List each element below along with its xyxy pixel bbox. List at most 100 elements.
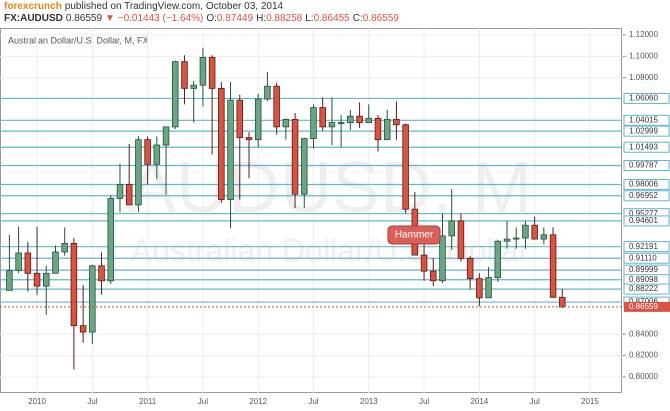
chart: AUDUSD, M Australian Dollar/U.S. Dollar … <box>0 28 670 406</box>
candle-body <box>208 56 216 89</box>
published: published on TradingView.com, October 03… <box>64 1 284 12</box>
candle-body <box>190 84 197 89</box>
change: ▼ −0.01443 (−1.64%) <box>105 13 204 24</box>
high: 0.88258 <box>266 13 303 24</box>
level-label: 0.96952 <box>629 191 658 200</box>
x-tick-label: Jul <box>530 397 540 406</box>
level-label: 0.87006 <box>629 297 658 306</box>
candle-body <box>24 252 32 274</box>
level-label: 0.98006 <box>629 180 658 189</box>
candle-body <box>89 265 96 333</box>
quote-row: FX:AUDUSD 0.86559 ▼ −0.01443 (−1.64%) O:0.8… <box>4 13 402 24</box>
level-label-box <box>623 283 670 295</box>
candle-body <box>549 234 557 298</box>
candle-body <box>282 118 290 128</box>
level-label: 1.02999 <box>629 126 658 135</box>
level-label-box <box>623 159 670 171</box>
candle-body <box>494 240 502 278</box>
candle-body <box>273 85 280 128</box>
candle-body <box>448 220 455 237</box>
x-tick-label: Jul <box>198 397 208 406</box>
candle-body <box>6 270 13 291</box>
candle-body <box>365 117 373 123</box>
candle-body <box>98 265 105 282</box>
candle-body <box>559 296 566 308</box>
candle-body <box>319 107 326 128</box>
level-label-box <box>623 141 670 153</box>
candle-body <box>356 115 363 123</box>
candle-body <box>457 220 465 259</box>
candle-body <box>236 99 244 138</box>
candle-body <box>439 235 446 282</box>
candle-body <box>42 272 50 287</box>
candle-body <box>328 122 336 128</box>
open: 0.87449 <box>216 13 254 24</box>
candle-body <box>70 242 78 327</box>
candle-body <box>301 138 308 195</box>
candle-body <box>476 278 483 299</box>
candle-body <box>512 237 520 240</box>
candle-body <box>116 184 124 199</box>
level-label-box <box>623 92 670 104</box>
candle-body <box>485 277 492 299</box>
y-tick-label: 0.82000 <box>629 351 658 360</box>
candle-body <box>337 122 345 124</box>
candle-body <box>383 118 391 141</box>
candle-body <box>264 85 271 100</box>
candle-body <box>153 144 161 165</box>
level-label: 1.04015 <box>629 115 658 124</box>
low: 0.86455 <box>313 13 350 24</box>
level-label-box <box>623 241 670 253</box>
level-label: 0.92191 <box>629 242 658 251</box>
level-label: 0.94601 <box>629 216 658 225</box>
x-tick-label: Jul <box>308 397 318 406</box>
watermark: AUDUSD, M <box>128 148 532 228</box>
candle-body <box>107 198 115 282</box>
x-tick-label: Jul <box>87 397 97 406</box>
candle-body <box>181 61 188 89</box>
level-label-box <box>623 252 670 264</box>
candle-body <box>420 254 428 272</box>
candle-body <box>531 224 538 240</box>
y-tick-label: 0.84000 <box>629 329 658 338</box>
candle-body <box>393 118 400 126</box>
x-tick-label: 2011 <box>139 397 157 406</box>
candle-body <box>199 56 207 86</box>
candle-body <box>61 242 68 253</box>
candle-body <box>125 184 133 206</box>
candle-body <box>162 126 170 146</box>
level-label-box <box>623 114 670 126</box>
x-tick-label: 2010 <box>28 397 46 406</box>
level-label: 1.06060 <box>629 94 658 103</box>
candle-body <box>310 107 317 140</box>
level-label: 1.01493 <box>629 142 658 151</box>
candle-body <box>503 238 511 242</box>
level-label: 0.88222 <box>629 284 658 293</box>
candle-body <box>254 98 262 141</box>
candle-body <box>218 87 225 200</box>
level-label-box <box>623 215 670 227</box>
candle-body <box>52 251 59 274</box>
l-label: L: <box>305 13 314 24</box>
candle-body <box>15 252 22 272</box>
candle-body <box>430 270 437 282</box>
level-label-box <box>623 190 670 202</box>
plot-frame <box>0 28 622 393</box>
annotation-box <box>387 225 441 245</box>
last: 0.86559 <box>65 13 103 24</box>
level-label-box <box>623 179 670 191</box>
x-tick-label: Jul <box>419 397 429 406</box>
level-label: 0.99787 <box>629 161 658 170</box>
candle-body <box>522 224 529 239</box>
level-label-box <box>623 125 670 137</box>
candle-body <box>347 115 354 123</box>
candle-body <box>79 325 87 333</box>
level-label: 0.91110 <box>629 253 657 262</box>
candle-body <box>466 257 474 280</box>
candle-body <box>33 272 41 287</box>
o-label: O: <box>206 13 217 24</box>
candle-body <box>144 139 151 165</box>
y-tick-label: 1.12000 <box>629 30 658 39</box>
candle-body <box>227 99 234 200</box>
